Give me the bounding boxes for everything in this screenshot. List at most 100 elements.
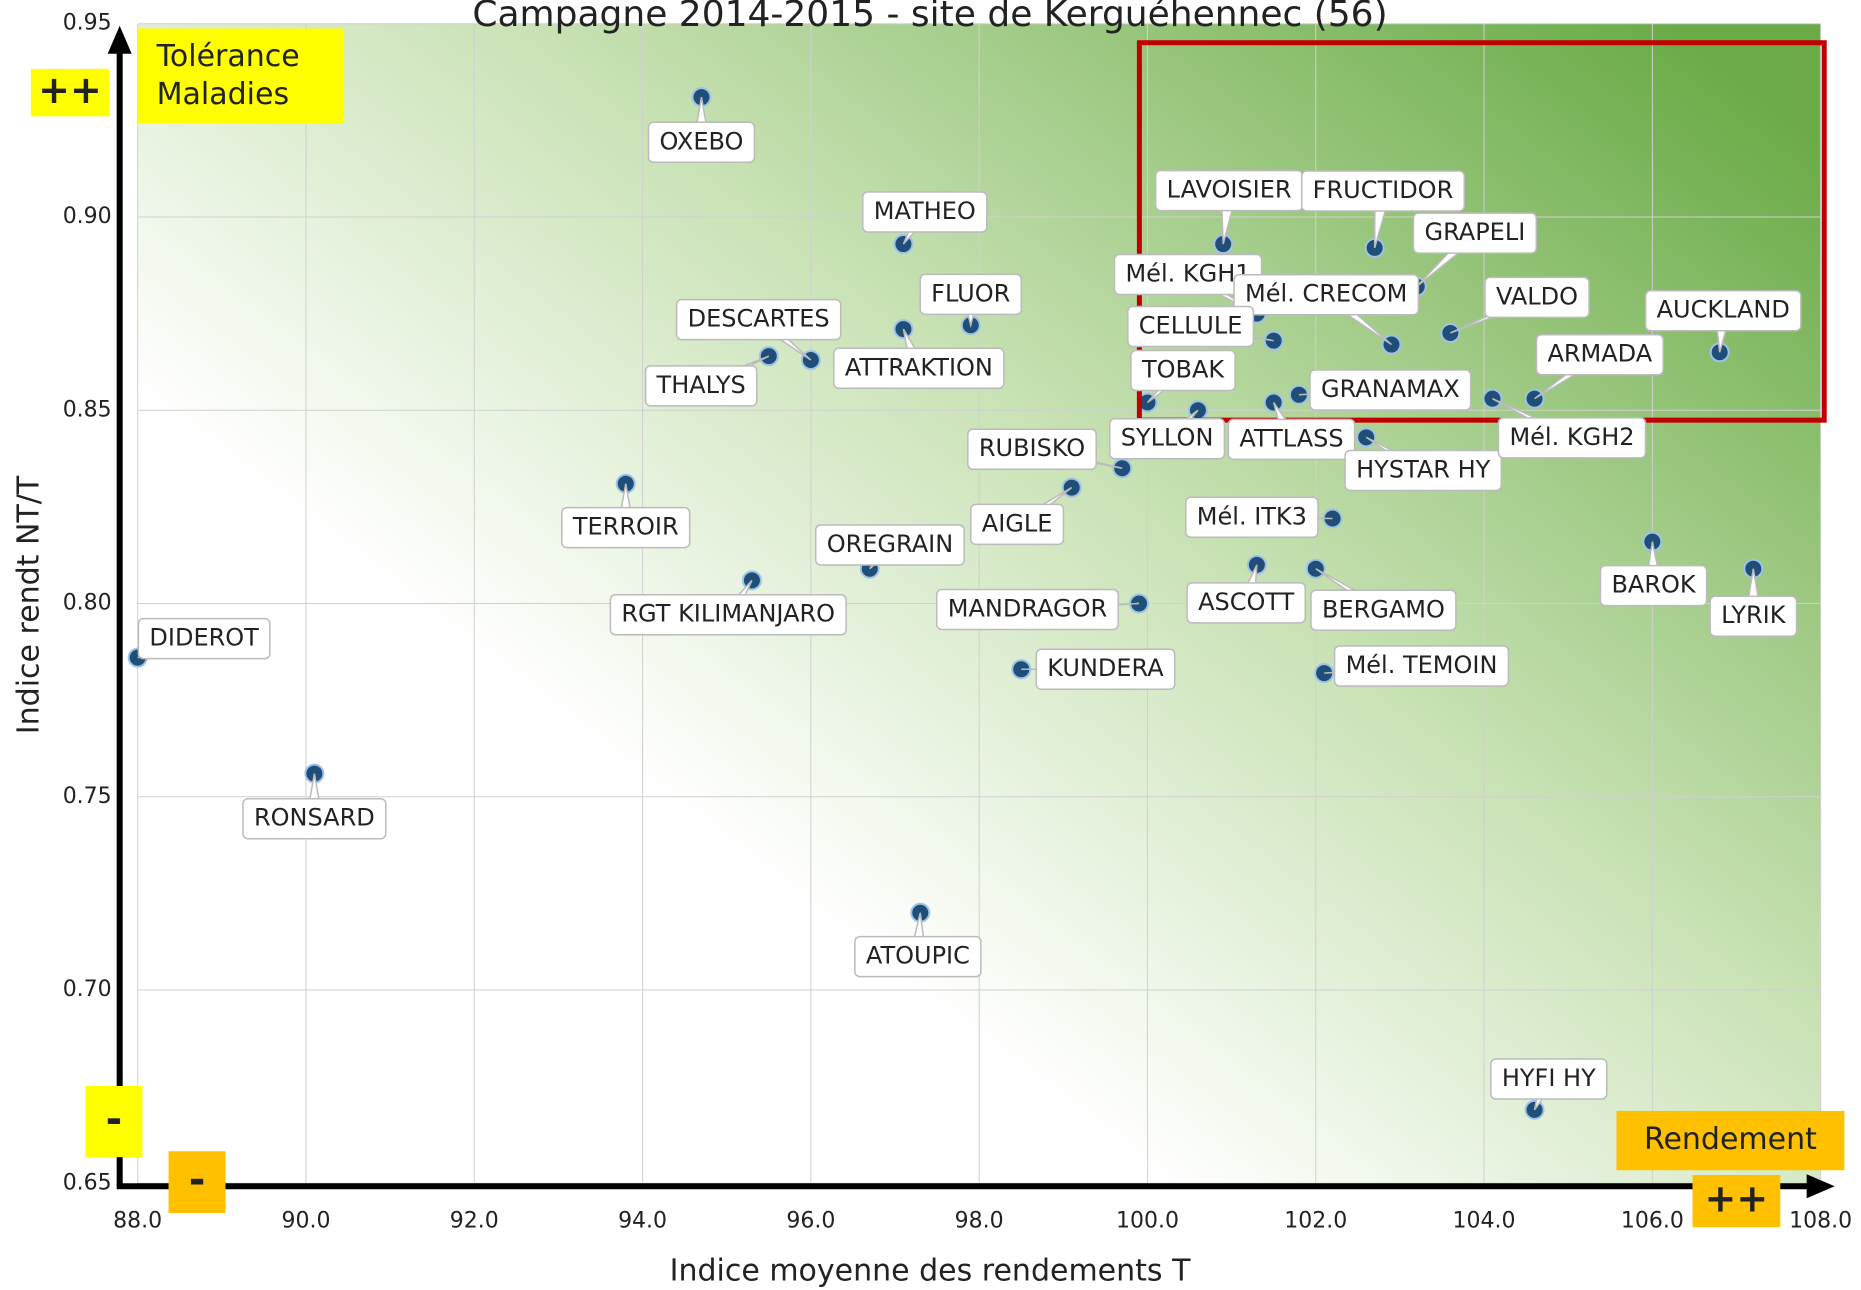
callout: [919, 273, 1023, 329]
callout: [970, 486, 1073, 546]
point-label: BAROK: [1611, 571, 1696, 599]
point-label: Mél. KGH1: [1125, 259, 1250, 287]
point-label: OREGRAIN: [827, 530, 953, 558]
y-bottom-sign: -: [106, 1097, 123, 1143]
y-bottom-sign-box: [85, 1085, 143, 1158]
x-tick-label: 102.0: [1284, 1208, 1347, 1233]
label-box: [1535, 333, 1664, 376]
point-label: RUBISKO: [979, 434, 1085, 462]
callout: [967, 428, 1123, 470]
label-box: [1300, 170, 1466, 212]
label-box: [1109, 417, 1226, 460]
callout: [1492, 397, 1647, 459]
point-label: TERROIR: [572, 513, 679, 541]
point-label: GRANAMAX: [1321, 375, 1460, 403]
label-box: [1490, 1058, 1608, 1100]
callout: [1310, 568, 1457, 632]
y-tick-label: 0.95: [63, 11, 112, 36]
point-label: Mél. TEMOIN: [1346, 651, 1498, 679]
highlight-box: [1136, 40, 1827, 423]
label-box: [1709, 595, 1798, 637]
label-box: [561, 506, 691, 549]
x-tick-label: 100.0: [1116, 1208, 1179, 1233]
point-label: THALYS: [656, 371, 746, 399]
x-right-label-box: [1616, 1110, 1845, 1171]
point-label: AUCKLAND: [1657, 296, 1790, 324]
callout: [1412, 212, 1538, 288]
label-box: [1185, 496, 1319, 539]
label-box: [862, 191, 988, 233]
callout: [1709, 568, 1798, 637]
point-label: GRAPELI: [1424, 218, 1525, 246]
point-label: RGT KILIMANJARO: [621, 600, 835, 628]
point-label: DESCARTES: [688, 305, 830, 333]
point-label: ATTRAKTION: [845, 353, 993, 381]
point-label: HYFI HY: [1502, 1064, 1596, 1092]
point-label: VALDO: [1496, 282, 1578, 310]
point-label: ASCOTT: [1198, 588, 1295, 616]
callout: [1344, 436, 1503, 492]
point-label: ARMADA: [1547, 340, 1652, 368]
point-label: Mél. CRECOM: [1245, 280, 1407, 308]
x-tick-label: 106.0: [1621, 1208, 1684, 1233]
x-tick-label: 94.0: [618, 1208, 667, 1233]
point-label: CELLULE: [1139, 311, 1243, 339]
x-tick-label: 90.0: [281, 1208, 330, 1233]
label-box: [1644, 289, 1802, 332]
label-box: [936, 588, 1119, 631]
y-tick-label: 0.80: [63, 591, 112, 616]
point-label: MATHEO: [874, 197, 976, 225]
point-label: FLUOR: [931, 279, 1010, 307]
label-box: [970, 503, 1065, 546]
callout: [1300, 170, 1466, 249]
callout: [1599, 541, 1708, 607]
x-right-sign: ++: [1705, 1177, 1769, 1221]
callout: [1490, 1058, 1608, 1111]
callout: [833, 328, 1005, 390]
y-tick-label: 0.85: [63, 397, 112, 422]
chart-title: Campagne 2014-2015 - site de Kerguéhenne…: [472, 0, 1387, 35]
label-box: [1310, 589, 1457, 632]
callout: [1298, 369, 1472, 411]
point-label: DIDEROT: [149, 624, 259, 652]
label-box: [833, 347, 1005, 390]
y-tick-label: 0.75: [63, 784, 112, 809]
label-box: [1599, 564, 1708, 607]
point-label: FRUCTIDOR: [1313, 176, 1454, 204]
point-label: LAVOISIER: [1167, 176, 1292, 204]
point-label: MANDRAGOR: [948, 594, 1107, 622]
callout: [1186, 564, 1307, 624]
x-tick-label: 98.0: [955, 1208, 1004, 1233]
label-box: [1130, 349, 1236, 392]
point-label: OXEBO: [660, 127, 744, 155]
y-tick-label: 0.65: [63, 1170, 112, 1195]
y-top-sign-box: [30, 68, 110, 117]
label-box: [1227, 418, 1356, 461]
callout: [1227, 402, 1356, 461]
x-right-sign-box: [1692, 1174, 1781, 1228]
label-box: [1035, 648, 1176, 690]
callout: [1130, 349, 1236, 404]
callout: [644, 355, 770, 407]
label-box: [854, 935, 982, 978]
x-tick-label: 108.0: [1789, 1208, 1852, 1233]
y-axis-arrow: [107, 25, 132, 54]
point-label: ATTLASS: [1239, 424, 1343, 452]
callout: [814, 524, 965, 570]
label-box: [919, 273, 1023, 316]
callout: [1233, 273, 1420, 346]
x-axis-arrow: [1806, 1174, 1835, 1199]
point-label: LYRIK: [1721, 601, 1787, 629]
point-label: Mél. ITK3: [1197, 502, 1307, 530]
callout: [1324, 645, 1510, 687]
point-label: KUNDERA: [1047, 654, 1164, 682]
callout: [1109, 409, 1226, 460]
callout: [862, 191, 988, 245]
point-label: RONSARD: [254, 804, 375, 832]
label-box: [1333, 645, 1510, 687]
label-box: [242, 797, 387, 840]
y-tick-label: 0.90: [63, 204, 112, 229]
x-left-sign-box: [168, 1151, 226, 1213]
label-box: [1412, 212, 1538, 254]
